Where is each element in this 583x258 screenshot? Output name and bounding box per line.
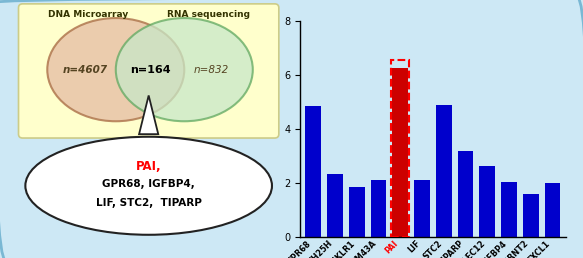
- Ellipse shape: [47, 18, 184, 121]
- Bar: [501, 182, 517, 237]
- Bar: [305, 106, 321, 237]
- Bar: [371, 181, 387, 237]
- Polygon shape: [139, 95, 158, 134]
- Bar: [458, 151, 473, 237]
- Text: GPR68, IGFBP4,: GPR68, IGFBP4,: [102, 180, 195, 189]
- Bar: [414, 181, 430, 237]
- FancyBboxPatch shape: [19, 4, 279, 138]
- Bar: [327, 174, 343, 237]
- Bar: [545, 183, 560, 237]
- Bar: [391, 60, 409, 237]
- Bar: [349, 187, 364, 237]
- Ellipse shape: [116, 18, 253, 121]
- Bar: [436, 105, 452, 237]
- Text: PAI,: PAI,: [136, 160, 161, 173]
- Text: DNA Microarray: DNA Microarray: [48, 10, 128, 19]
- Bar: [479, 166, 495, 237]
- Ellipse shape: [25, 137, 272, 235]
- Text: RNA sequencing: RNA sequencing: [167, 10, 251, 19]
- Text: n=4607: n=4607: [63, 65, 108, 75]
- Text: LIF, STC2,  TIPARP: LIF, STC2, TIPARP: [96, 198, 202, 207]
- Bar: [523, 194, 539, 237]
- Bar: [392, 68, 408, 237]
- Text: n=832: n=832: [194, 65, 229, 75]
- Text: n=164: n=164: [130, 65, 170, 75]
